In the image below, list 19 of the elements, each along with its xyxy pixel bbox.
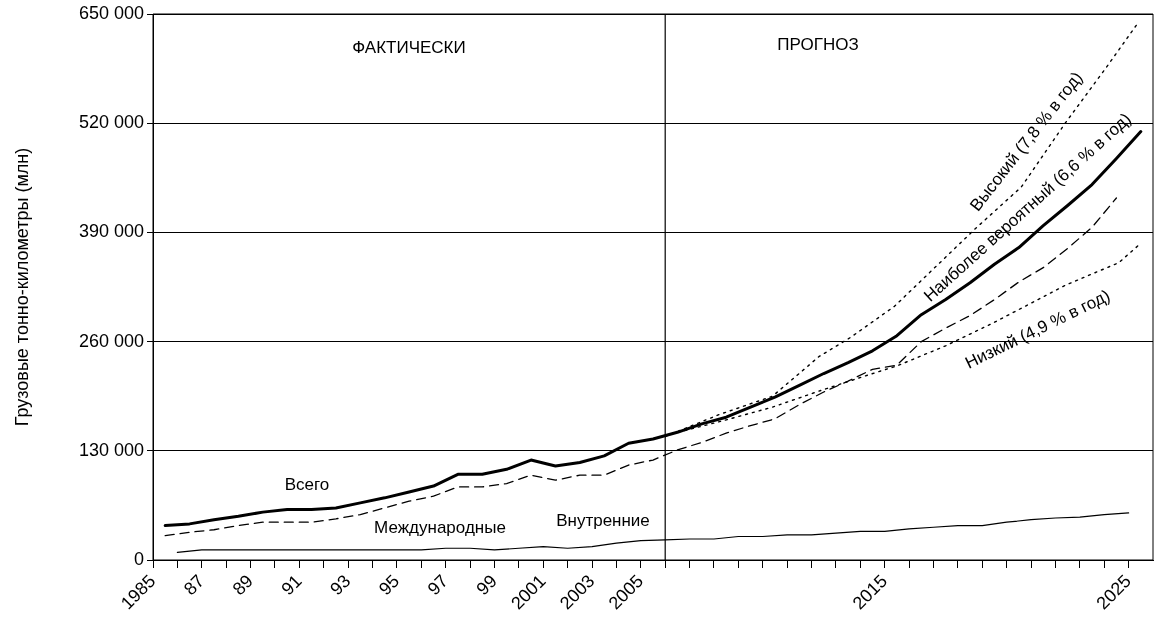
x-tick-label: 89 (228, 570, 257, 600)
y-tick-label: 260 000 (78, 330, 144, 351)
annotation: Внутренние (556, 510, 650, 530)
annotation: Международные (374, 517, 506, 537)
y-tick-label: 0 (133, 548, 144, 569)
y-tick-label: 520 000 (78, 112, 144, 133)
x-tick-label: 91 (277, 570, 306, 600)
y-tick-label: 390 000 (78, 221, 144, 242)
annotation: ПРОГНОЗ (777, 34, 859, 54)
y-tick-label: 650 000 (78, 2, 144, 23)
x-tick-label: 93 (326, 570, 355, 600)
x-tick-label: 99 (472, 570, 501, 600)
x-tick-label: 97 (423, 570, 453, 600)
y-axis-title: Грузовые тонно-километры (млн) (11, 147, 32, 427)
x-tick-label: 95 (374, 570, 404, 600)
annotation: Всего (284, 474, 330, 494)
x-tick-label: 87 (179, 570, 209, 600)
y-tick-label: 130 000 (78, 439, 144, 460)
annotation: ФАКТИЧЕСКИ (352, 37, 466, 57)
